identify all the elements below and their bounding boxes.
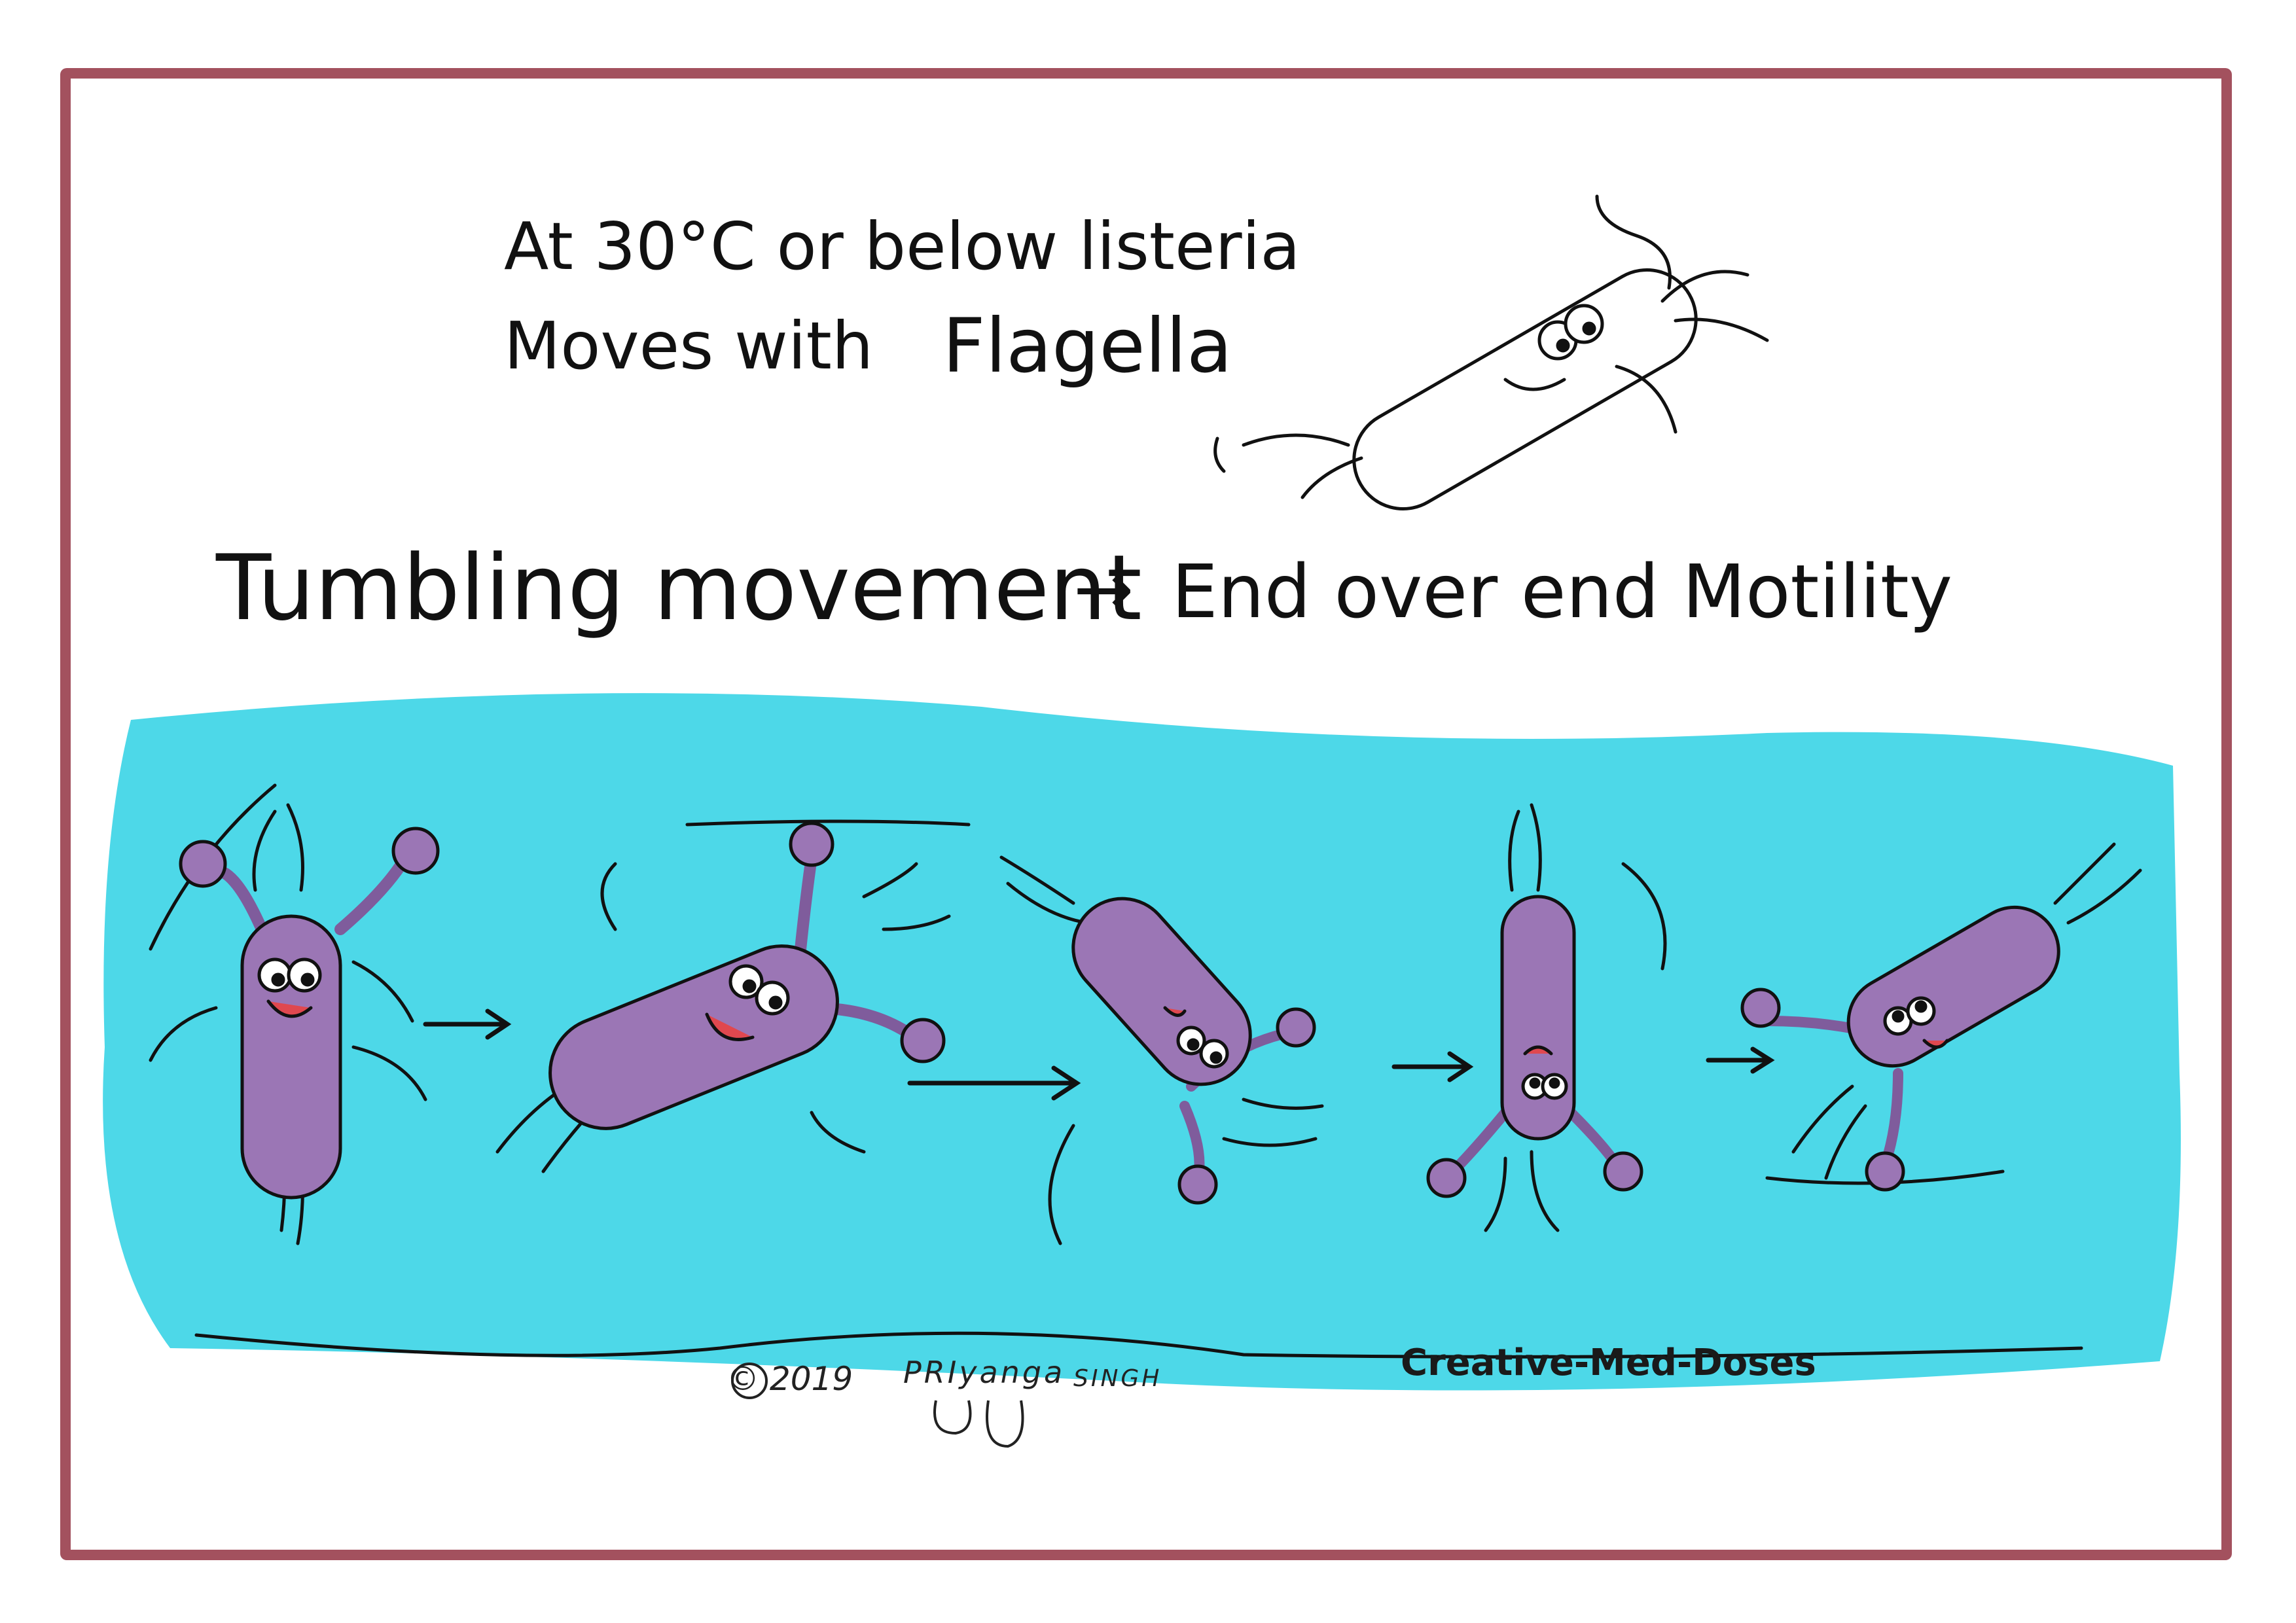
author-first-name: PRIyanga xyxy=(903,1355,1066,1390)
outline-bacterium xyxy=(1213,194,1769,510)
tumbling-arrow-icon: → xyxy=(1073,547,1134,631)
bacterium-1 xyxy=(149,803,440,1245)
bacterium-2 xyxy=(495,821,951,1173)
bacterium-5 xyxy=(1740,842,2142,1192)
caption-flagella: Flagella xyxy=(942,302,1232,389)
copyright-year: © 2019 xyxy=(726,1360,853,1398)
tumbling-description: End over end Motility xyxy=(1172,550,1953,635)
bacterium-3 xyxy=(999,855,1324,1205)
brand-credit: Creative-Med-Doses xyxy=(1401,1342,1816,1384)
caption-moves-with: Moves with xyxy=(504,308,874,384)
bacterium-4 xyxy=(1426,803,1643,1232)
tumbling-label: Tumbling movement xyxy=(216,535,1142,641)
signature-mark xyxy=(731,1363,1024,1448)
motion-arrows xyxy=(423,1008,1775,1101)
author-last-name: SINGH xyxy=(1073,1365,1162,1392)
caption-temperature: At 30°C or below listeria xyxy=(504,208,1300,285)
